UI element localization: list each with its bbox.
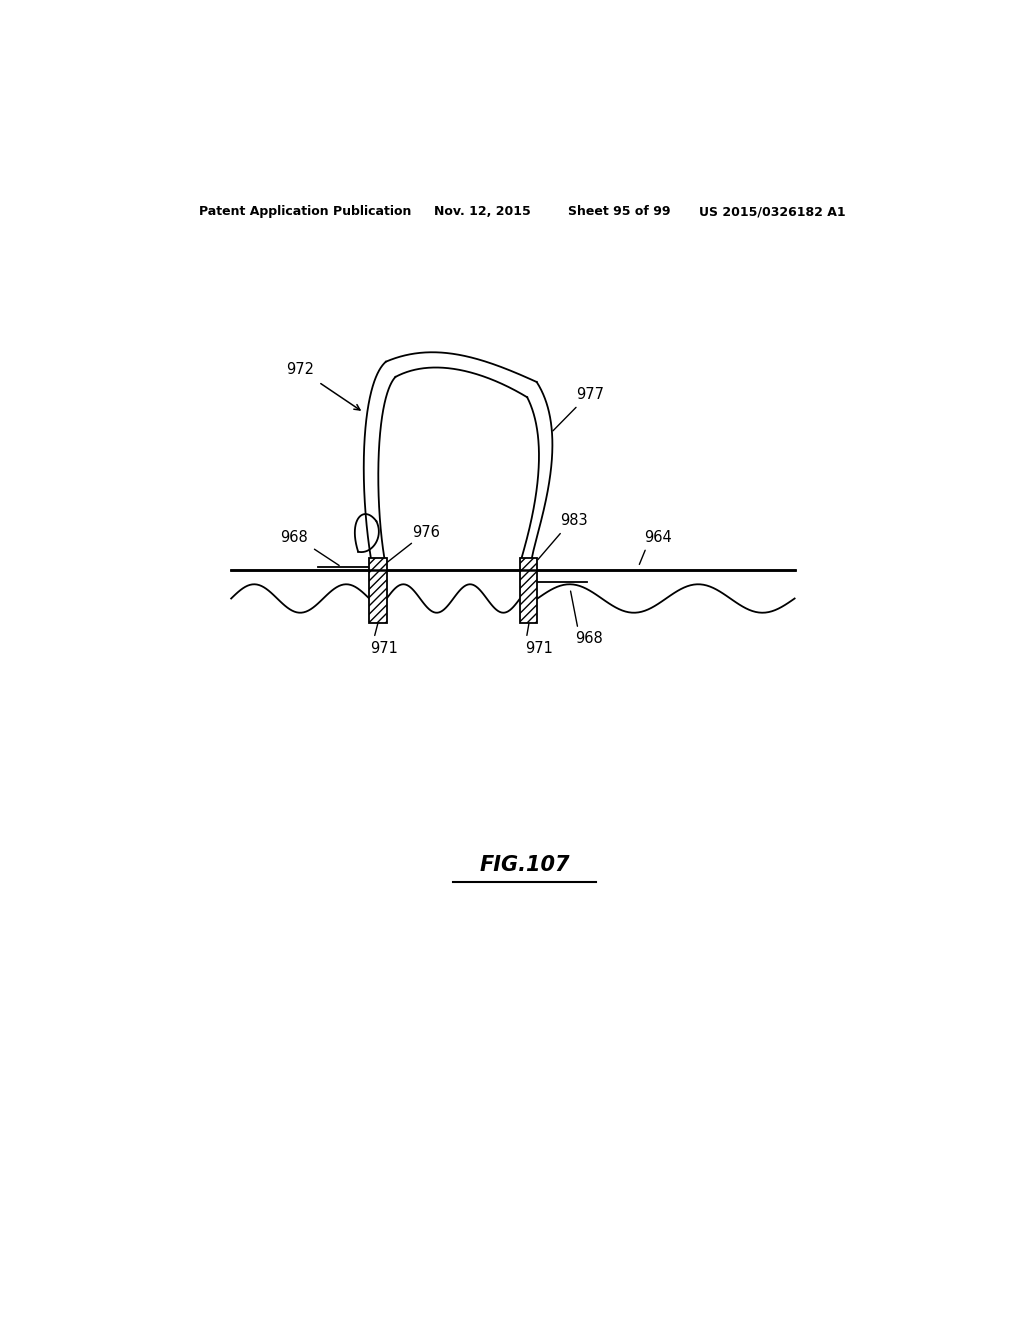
Text: 972: 972 [287, 362, 314, 378]
Text: 971: 971 [370, 642, 398, 656]
Bar [370, 558, 387, 623]
Bar [370, 558, 387, 623]
Text: 968: 968 [574, 631, 602, 645]
Text: 968: 968 [281, 529, 308, 545]
Text: US 2015/0326182 A1: US 2015/0326182 A1 [699, 205, 846, 218]
Text: Sheet 95 of 99: Sheet 95 of 99 [568, 205, 671, 218]
Text: FIG.107: FIG.107 [479, 855, 570, 875]
Text: 976: 976 [412, 524, 440, 540]
Bar [520, 558, 538, 623]
Text: 983: 983 [560, 513, 588, 528]
Text: 964: 964 [644, 529, 672, 545]
Text: 977: 977 [577, 387, 604, 403]
Bar [520, 558, 538, 623]
Text: 971: 971 [524, 642, 553, 656]
Text: Patent Application Publication: Patent Application Publication [200, 205, 412, 218]
Text: Nov. 12, 2015: Nov. 12, 2015 [433, 205, 530, 218]
